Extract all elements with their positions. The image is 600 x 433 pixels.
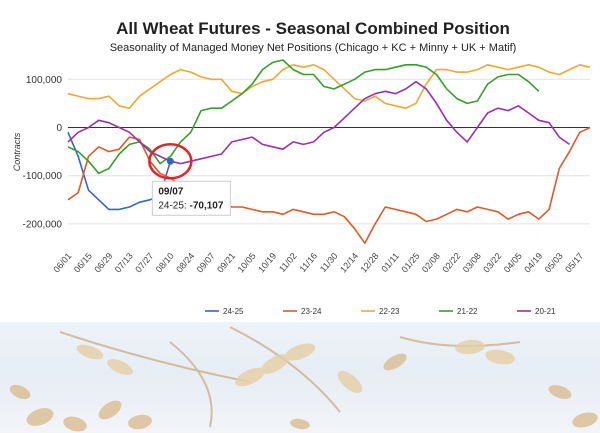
series-line-21-22[interactable] xyxy=(67,59,540,175)
x-tick-label: 01/11 xyxy=(379,251,401,274)
x-tick-label: 05/03 xyxy=(543,251,565,275)
legend-label-24-25[interactable]: 24-25 xyxy=(223,307,244,316)
x-tick-label: 04/05 xyxy=(502,251,524,275)
chart-card: All Wheat Futures - Seasonal Combined Po… xyxy=(12,19,591,316)
x-tick-label: 05/17 xyxy=(563,251,585,275)
x-tick-label: 02/22 xyxy=(440,251,462,275)
wheat-background-photo xyxy=(0,322,600,433)
tooltip-colon: : xyxy=(184,200,190,211)
seasonal-line-chart: All Wheat Futures - Seasonal Combined Po… xyxy=(12,19,591,316)
highlight-circle xyxy=(148,143,193,180)
chart-title: All Wheat Futures - Seasonal Combined Po… xyxy=(116,19,510,38)
x-axis-ticks: 06/0106/1506/2907/1307/2708/1008/2409/07… xyxy=(51,251,585,275)
series-lines xyxy=(67,59,591,244)
chart-subtitle: Seasonality of Managed Money Net Positio… xyxy=(110,42,517,54)
legend-label-23-24[interactable]: 23-24 xyxy=(301,307,322,316)
series-line-23-24[interactable] xyxy=(67,126,591,244)
x-tick-label: 08/24 xyxy=(174,251,196,275)
y-axis-label: Contracts xyxy=(12,132,22,171)
legend-label-21-22[interactable]: 21-22 xyxy=(457,307,478,316)
series-line-22-23[interactable] xyxy=(67,64,591,109)
tooltip-background xyxy=(151,180,231,216)
y-tick-label: 100,000 xyxy=(26,75,63,86)
wheat-grains-illustration xyxy=(9,326,598,432)
tooltip-point[interactable] xyxy=(166,157,174,165)
x-tick-label: 11/16 xyxy=(297,251,319,274)
tooltip-overlay: 09/07 24-25: -70,107 xyxy=(148,143,231,216)
x-tick-label: 03/22 xyxy=(481,251,503,275)
tooltip-value-line: 24-25: -70,107 xyxy=(158,200,223,211)
x-tick-label: 07/13 xyxy=(113,251,135,275)
tooltip-value: -70,107 xyxy=(189,200,223,211)
x-tick-label: 06/15 xyxy=(72,251,94,275)
tooltip-date: 09/07 xyxy=(158,186,183,197)
x-tick-label: 03/08 xyxy=(461,251,483,275)
x-tick-label: 07/27 xyxy=(133,251,155,275)
x-tick-label: 06/29 xyxy=(92,251,114,275)
x-tick-label: 02/08 xyxy=(420,251,442,275)
legend-label-20-21[interactable]: 20-21 xyxy=(535,307,556,316)
x-tick-label: 06/01 xyxy=(51,251,73,275)
x-tick-label: 10/19 xyxy=(256,251,278,275)
x-tick-label: 11/02 xyxy=(277,251,299,274)
x-tick-label: 09/21 xyxy=(215,251,237,275)
tooltip-series-name: 24-25 xyxy=(158,200,184,211)
x-tick-label: 01/25 xyxy=(399,251,421,275)
x-tick-label: 09/07 xyxy=(195,251,217,275)
x-tick-label: 04/19 xyxy=(522,251,544,275)
legend-label-22-23[interactable]: 22-23 xyxy=(379,307,400,316)
tooltip-box: 09/07 24-25: -70,107 xyxy=(151,180,231,216)
y-axis-ticks: 100,000 0 -100,000 -200,000 xyxy=(23,75,63,231)
x-tick-label: 12/14 xyxy=(338,251,360,275)
chart-legend: 24-25 23-24 22-23 21-22 20-21 xyxy=(205,307,556,316)
y-tick-label: 0 xyxy=(56,123,62,134)
grid-lines xyxy=(68,78,590,225)
x-tick-label: 08/10 xyxy=(154,251,176,275)
y-tick-label: -100,000 xyxy=(23,171,63,182)
x-tick-label: 10/05 xyxy=(236,251,258,275)
x-tick-label: 11/30 xyxy=(318,251,340,274)
x-tick-label: 12/28 xyxy=(358,251,380,275)
y-tick-label: -200,000 xyxy=(23,219,63,230)
